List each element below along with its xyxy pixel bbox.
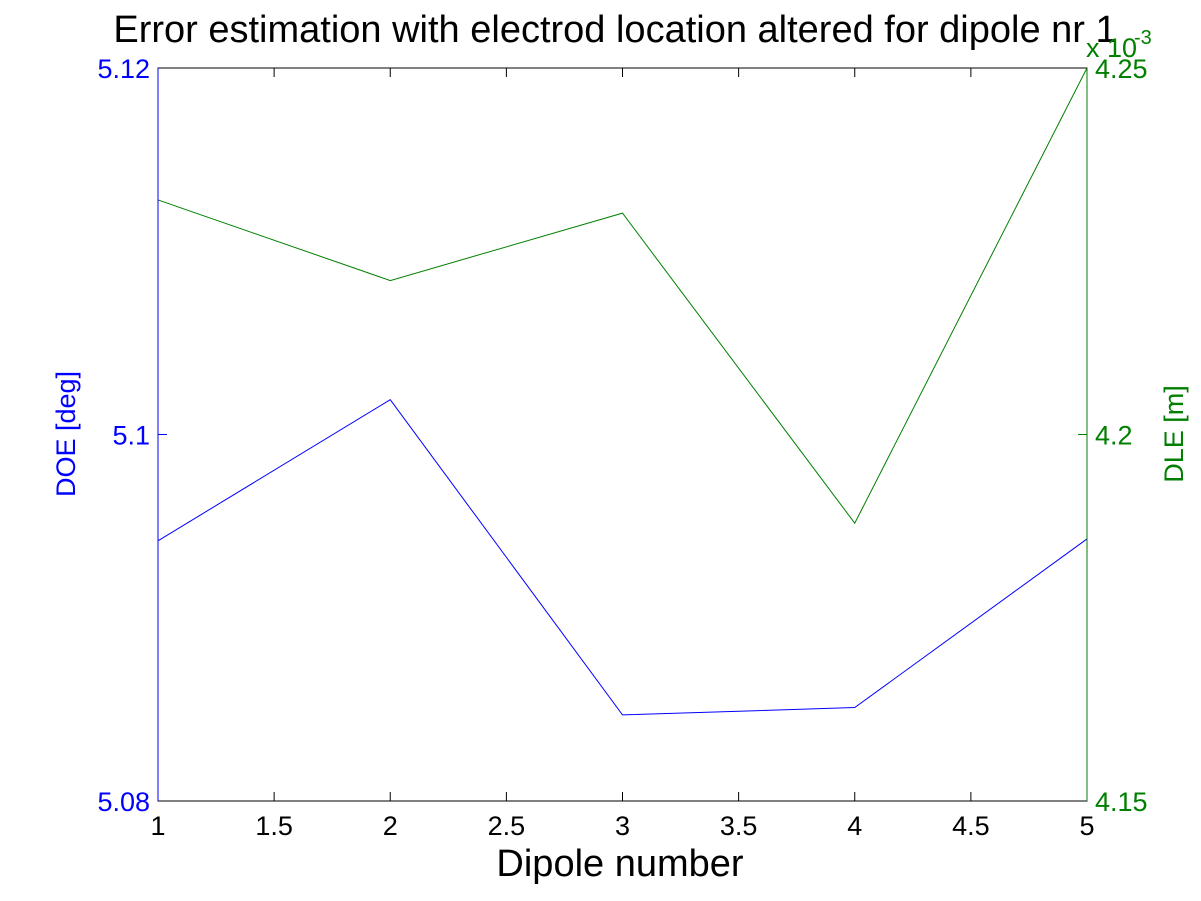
left-tick-label: 5.12 (97, 54, 150, 84)
right-tick-label: 4.2 (1095, 421, 1133, 451)
chart-title: Error estimation with electrod location … (113, 9, 1116, 51)
left-axis-ticks: 5.08 5.1 5.12 (97, 54, 167, 817)
x-tick-label: 1 (150, 811, 165, 841)
right-axis-label: DLE [m] (1159, 385, 1189, 483)
dle-series-line (157, 67, 1088, 525)
right-axis-ticks: 4.15 4.2 4.25 (1078, 54, 1148, 817)
x-tick-label: 4 (847, 811, 862, 841)
right-tick-label: 4.15 (1095, 787, 1148, 817)
x-tick-label: 3.5 (720, 811, 758, 841)
x-tick-label: 4.5 (952, 811, 990, 841)
series-layer (157, 67, 1088, 716)
x-axis-ticks: 1 1.5 2 2.5 3 3.5 4 4.5 5 (150, 68, 1095, 841)
x-tick-label: 3 (615, 811, 630, 841)
left-axis-label: DOE [deg] (51, 371, 81, 497)
right-tick-label: 4.25 (1095, 54, 1148, 84)
x-tick-label: 2.5 (488, 811, 526, 841)
right-axis-exponent-base: x 10 (1086, 33, 1137, 63)
left-tick-label: 5.08 (97, 787, 150, 817)
left-tick-label: 5.1 (112, 421, 150, 451)
x-axis-label: Dipole number (496, 843, 743, 885)
doe-series-line (157, 399, 1088, 716)
x-tick-label: 1.5 (255, 811, 293, 841)
right-axis-exponent: x 10 -3 (1086, 27, 1152, 63)
right-axis-exponent-power: -3 (1134, 27, 1152, 49)
x-tick-label: 2 (383, 811, 398, 841)
x-tick-label: 5 (1079, 811, 1094, 841)
